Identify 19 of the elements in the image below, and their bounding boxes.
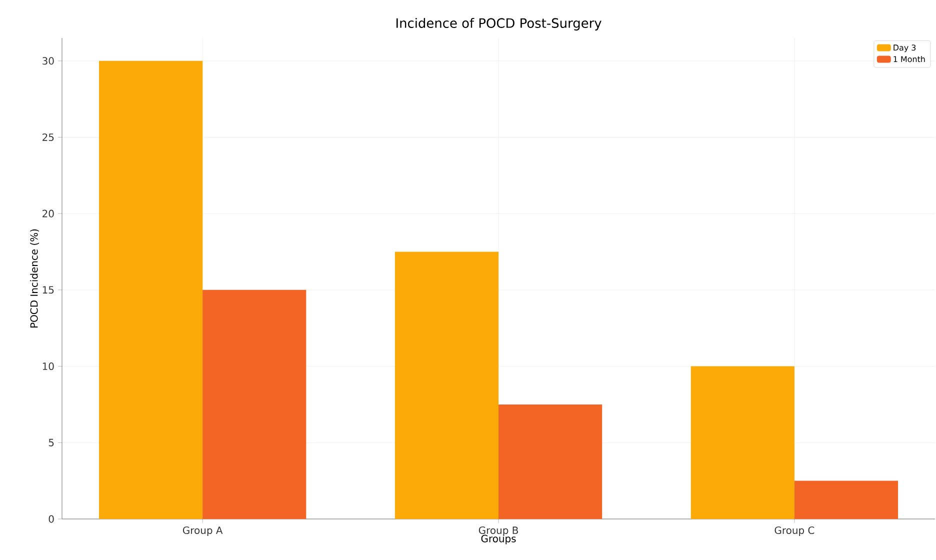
y-tick-label: 20 (42, 210, 54, 218)
bar (498, 404, 602, 519)
y-tick-label: 30 (42, 57, 54, 65)
y-axis-title: POCD Incidence (%) (30, 229, 39, 328)
chart-title: Incidence of POCD Post-Surgery (396, 18, 602, 30)
bar (794, 480, 898, 519)
bar (98, 60, 203, 519)
bar (202, 290, 306, 519)
y-tick-label: 5 (48, 438, 54, 446)
x-tick-label: Group A (182, 526, 223, 536)
y-tick-label: 0 (48, 515, 54, 523)
y-tick-label: 25 (42, 133, 54, 142)
y-tick-label: 15 (42, 286, 54, 294)
bar (394, 252, 499, 519)
x-axis-title: Groups (481, 534, 516, 544)
x-tick-label: Group C (774, 526, 814, 536)
y-tick-label: 10 (42, 362, 54, 370)
bar (690, 366, 794, 519)
x-tick-label: Group B (478, 526, 518, 536)
